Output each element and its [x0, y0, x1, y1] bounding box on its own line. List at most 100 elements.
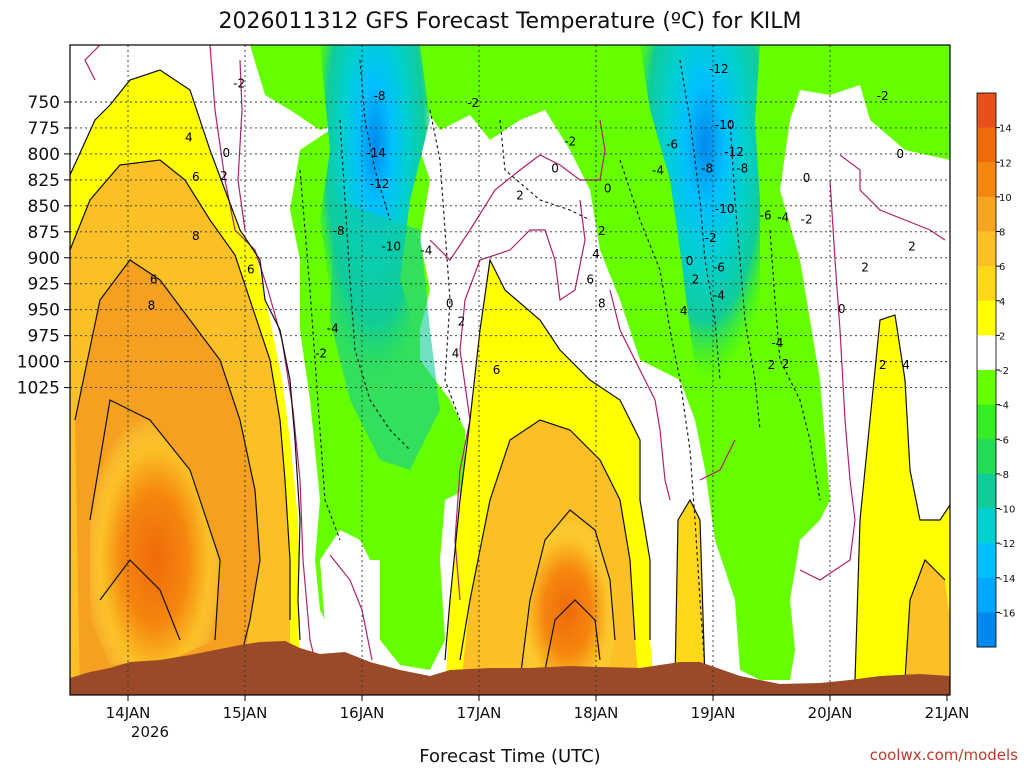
contour-label: 4 — [902, 358, 910, 372]
contour-label: 4 — [452, 346, 460, 360]
terrain-ground — [70, 641, 950, 695]
warm-region-right-a — [675, 500, 705, 695]
warm-region-left-core — [90, 400, 220, 665]
colorbar-swatch — [977, 577, 996, 613]
contour-label: 6 — [493, 363, 501, 377]
y-tick-label: 900 — [28, 249, 60, 269]
colorbar-swatch — [977, 162, 996, 198]
contour-label: -2 — [801, 213, 813, 227]
contour-label: -6 — [666, 138, 678, 152]
colorbar-label: 14 — [999, 124, 1012, 135]
contour-label: -6 — [713, 260, 725, 274]
solid-isotherm-line — [74, 259, 261, 661]
contour-label: 4 — [592, 247, 600, 261]
colorbar-swatch — [977, 335, 996, 371]
cold-region-right — [640, 45, 770, 440]
chart-title: 2026011312 GFS Forecast Temperature (ºC)… — [219, 9, 802, 34]
contour-label: 8 — [148, 299, 156, 313]
contour-label: -14 — [366, 146, 386, 160]
contour-label: -12 — [724, 145, 744, 159]
contour-label: 4 — [680, 304, 688, 318]
zero-isotherm-line — [609, 154, 946, 581]
y-tick-label: 975 — [28, 327, 60, 347]
x-axis: 14JAN 15JAN 16JAN 17JAN 18JAN 19JAN 20JAN 21JAN — [106, 695, 970, 722]
colorbar-swatch — [977, 404, 996, 440]
solid-isotherm-line — [674, 314, 950, 681]
y-axis: 750 775 800 825 850 875 900 925 950 975 1000 1025 — [17, 93, 70, 399]
colorbar-swatch — [977, 231, 996, 267]
colorbar-label: 12 — [999, 158, 1012, 169]
colorbar-label: -12 — [999, 539, 1015, 550]
y-tick-label: 850 — [28, 197, 60, 217]
contour-label: 2 — [458, 314, 466, 328]
contour-label: -2 — [233, 76, 245, 90]
contour-label: -2 — [705, 231, 717, 245]
y-tick-label: 950 — [28, 301, 60, 321]
contour-label: 8 — [598, 297, 606, 311]
contour-label: 2 — [516, 189, 524, 203]
colorbar-label: -14 — [999, 574, 1015, 585]
x-tick-label: 16JAN — [340, 704, 385, 722]
x-tick-label: 17JAN — [457, 704, 502, 722]
contour-label: -8 — [701, 162, 713, 176]
contour-label: -4 — [652, 164, 664, 178]
contour-label: 6 — [192, 170, 200, 184]
x-tick-label: 20JAN — [808, 704, 853, 722]
contour-label: -10 — [381, 240, 401, 254]
y-tick-label: 925 — [28, 275, 60, 295]
contour-label: -6 — [760, 208, 772, 222]
colorbar-swatch — [977, 266, 996, 302]
contour-label: -2 — [564, 135, 576, 149]
contour-label: 0 — [838, 302, 846, 316]
contour-label: 2 — [908, 240, 916, 254]
contour-label: -4 — [327, 322, 339, 336]
contour-label: 2 — [879, 358, 887, 372]
zero-isotherm-line — [84, 45, 316, 661]
solid-isotherm-line — [70, 69, 301, 641]
colorbar-label: -2 — [999, 366, 1009, 377]
contour-label: -2 — [877, 89, 889, 103]
contour-label: -10 — [715, 118, 735, 132]
plot-frame — [69, 44, 951, 696]
contour-label: -4 — [420, 244, 432, 258]
dashed-isotherm-line — [619, 59, 821, 671]
solid-isotherm-line — [70, 159, 291, 620]
contour-label: 0 — [551, 162, 559, 176]
colorbar-swatch — [977, 196, 996, 232]
dashed-isotherm-line — [299, 59, 591, 541]
x-axis-title: Forecast Time (UTC) — [419, 746, 600, 767]
y-tick-label: 750 — [28, 93, 60, 113]
contour-labels: -2 -8 -2 -12 -2 -10 -2 -6 -12 0 4 0 -14 0 -4 -8 -8 0 6 2 -12… — [148, 62, 916, 377]
colorbar-swatch — [977, 127, 996, 163]
y-tick-label: 825 — [28, 171, 60, 191]
colorbar-label: -10 — [999, 505, 1015, 516]
contour-label: 0 — [604, 181, 612, 195]
y-tick-label: 800 — [28, 145, 60, 165]
contour-label: -4 — [777, 210, 789, 224]
contour-lines — [70, 45, 950, 681]
contour-label: 4 — [185, 130, 193, 144]
contour-label: 0 — [222, 146, 230, 160]
colorbar-label: -8 — [999, 470, 1009, 481]
x-tick-label: 21JAN — [925, 704, 970, 722]
contour-label: -4 — [713, 288, 725, 302]
contour-label: 0 — [686, 254, 694, 268]
colorbar-swatch — [977, 473, 996, 509]
colorbar-label: 10 — [999, 193, 1012, 204]
colorbar-label: 8 — [999, 228, 1005, 239]
contour-label: -8 — [333, 224, 345, 238]
colorbar-label: -4 — [999, 401, 1009, 412]
y-tick-label: 1000 — [17, 353, 60, 373]
contour-label: -10 — [715, 202, 735, 216]
contour-label: -4 — [771, 336, 783, 350]
x-year-label: 2026 — [131, 723, 169, 741]
zero-isotherm-line — [329, 119, 606, 661]
colorbar-swatch — [977, 543, 996, 579]
solid-isotherm-line — [444, 258, 651, 661]
warm-region-right-c — [905, 560, 950, 695]
x-tick-label: 15JAN — [223, 704, 268, 722]
contour-label: -8 — [736, 162, 748, 176]
solid-isotherm-line — [519, 509, 616, 681]
x-tick-label: 14JAN — [106, 704, 151, 722]
